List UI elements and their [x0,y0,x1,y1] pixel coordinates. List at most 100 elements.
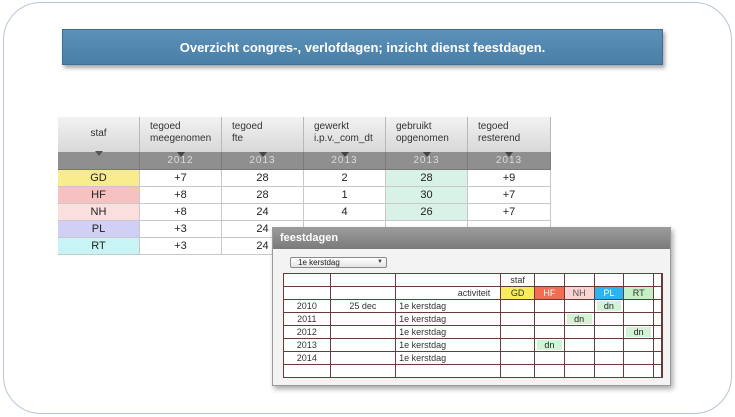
value-cell: +8 [140,187,222,203]
holiday-row: 2012 1e kerstdag dn [284,326,661,339]
grid-body: 2010 25 dec 1e kerstdag dn 2011 1e kerstdag dn… [284,300,661,365]
grid-header-codes-row: activiteit GD HF NH PL RT [284,287,662,300]
year-cell: 2013 [386,152,468,169]
staff-tag-gd[interactable]: GD [501,287,536,299]
staff-tag-nh[interactable]: NH [564,287,595,299]
holiday-row: 2013 1e kerstdag dn [284,339,661,352]
holiday-duty-grid: staf activiteit GD HF NH PL RT 2010 25 dec 1e … [283,273,663,378]
activity-cell: 1e kerstdag [396,352,502,364]
header-tegoed-fte[interactable]: tegoed fte [222,117,304,152]
value-cell: 28 [222,187,304,203]
staff-code-cell[interactable]: RT [58,238,140,254]
duty-cell[interactable] [564,326,595,338]
activity-cell: 1e kerstdag [396,313,502,325]
value-cell: +3 [140,221,222,237]
value-cell: 1 [304,187,386,203]
holiday-select-value: 1e kerstdag [298,258,340,267]
activity-cell: 1e kerstdag [396,339,502,351]
page-title: Overzicht congres-, verlofdagen; inzicht… [62,29,663,65]
duty-cell[interactable] [624,313,655,325]
row-end-cell [654,300,661,312]
duty-cell[interactable] [624,339,655,351]
sort-arrow-icon [422,152,431,157]
staff-tag-pl[interactable]: PL [594,287,625,299]
duty-cell[interactable] [501,339,535,351]
staff-code-cell[interactable]: NH [58,204,140,220]
activity-cell: 1e kerstdag [396,300,502,312]
value-cell: +7 [468,187,551,203]
duty-cell[interactable] [624,300,655,312]
header-staf[interactable]: staf [58,117,140,156]
holiday-row: 2011 1e kerstdag dn [284,313,661,326]
header-tegoed-resterend[interactable]: tegoed resterend [468,117,551,152]
duty-cell[interactable] [501,313,535,325]
year-cell: 2013 [222,152,304,169]
sort-arrow-icon [94,151,103,156]
duty-badge: dn [626,327,652,337]
duty-cell[interactable] [535,326,565,338]
duty-cell[interactable] [594,339,625,351]
staff-code-cell[interactable]: GD [58,170,140,186]
chevron-down-icon: ▼ [377,259,383,265]
duty-cell[interactable] [535,352,565,364]
row-end-cell [654,339,661,351]
row-end-cell [654,326,661,338]
feestdagen-window: feestdagen 1e kerstdag ▼ staf activiteit… [272,227,671,386]
value-cell: 2 [304,170,386,186]
value-cell: 4 [304,204,386,220]
year-cell: 2013 [284,339,331,351]
duty-cell[interactable] [624,352,655,364]
duty-cell[interactable] [564,300,595,312]
overview-header-row: staf tegoed meegenomen tegoed fte gewerk… [58,117,551,156]
duty-badge: dn [537,340,562,350]
duty-cell[interactable] [564,352,595,364]
sort-arrow-icon [258,152,267,157]
duty-cell[interactable]: dn [594,300,625,312]
year-cell: 2012 [284,326,331,338]
duty-cell[interactable] [501,300,535,312]
staff-code-cell[interactable]: HF [58,187,140,203]
duty-cell[interactable]: dn [624,326,655,338]
duty-cell[interactable] [535,313,565,325]
date-cell [330,352,397,364]
sort-arrow-icon [340,152,349,157]
grid-header-staf-row: staf [284,274,661,287]
table-row: NH +8 24 4 26 +7 [58,204,551,221]
staf-label: staf [501,274,535,286]
staff-code-cell[interactable]: PL [58,221,140,237]
value-cell: +7 [468,204,551,220]
duty-cell[interactable] [564,339,595,351]
row-end-cell [654,313,661,325]
duty-cell[interactable]: dn [535,339,565,351]
year-cell: 2010 [284,300,331,312]
activity-cell: 1e kerstdag [396,326,502,338]
duty-cell[interactable] [594,313,625,325]
value-cell: +8 [140,204,222,220]
header-gewerkt[interactable]: gewerkt i.p.v._com_dt [304,117,386,152]
date-cell: 25 dec [330,300,397,312]
value-cell: 28 [386,170,468,186]
header-tegoed-meegenomen[interactable]: tegoed meegenomen [140,117,222,152]
year-cell: 2013 [304,152,386,169]
table-row: HF +8 28 1 30 +7 [58,187,551,204]
holiday-row: 2010 25 dec 1e kerstdag dn [284,300,661,313]
header-gebruikt-opgenomen[interactable]: gebruikt opgenomen [386,117,468,152]
value-cell: 28 [222,170,304,186]
sort-arrow-icon [505,152,513,157]
value-cell: +7 [140,170,222,186]
holiday-row: 2014 1e kerstdag [284,352,661,365]
window-title[interactable]: feestdagen [273,228,670,249]
value-cell: 30 [386,187,468,203]
duty-cell[interactable] [594,352,625,364]
staff-tag-hf[interactable]: HF [535,287,565,299]
year-cell [58,152,140,169]
holiday-select[interactable]: 1e kerstdag ▼ [290,257,387,268]
duty-cell[interactable] [535,300,565,312]
year-cell: 2013 [468,152,551,169]
date-cell [330,326,397,338]
duty-cell[interactable] [501,352,535,364]
staff-tag-rt[interactable]: RT [624,287,655,299]
duty-cell[interactable] [501,326,535,338]
duty-cell[interactable]: dn [564,313,595,325]
duty-cell[interactable] [594,326,625,338]
